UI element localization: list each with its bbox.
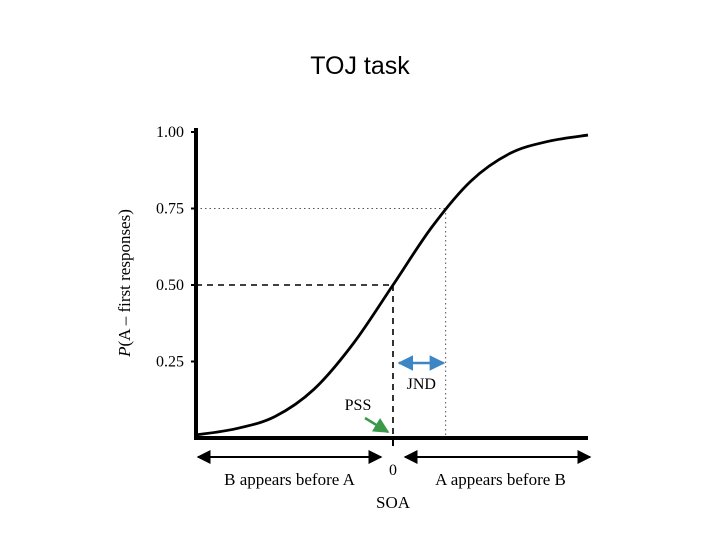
y-ticks: 0.25 0.50 0.75 1.00 <box>156 124 196 371</box>
x-axis-label: SOA <box>376 493 411 512</box>
y-axis-label-italic: P <box>115 347 134 358</box>
left-range-label: B appears before A <box>224 470 355 489</box>
y-axis-label-rest: (A – first responses) <box>115 209 134 346</box>
jnd-label: JND <box>407 376 436 393</box>
slide-title: TOJ task <box>310 52 410 80</box>
y-tick-label: 0.75 <box>156 201 184 218</box>
pss-arrow <box>364 416 390 434</box>
y-tick-label: 1.00 <box>156 124 184 141</box>
y-tick-label: 0.25 <box>156 354 184 371</box>
psychometric-curve <box>195 133 589 437</box>
y-tick-label: 0.50 <box>156 277 184 294</box>
x-ticks: 0 <box>389 438 397 479</box>
x-tick-label: 0 <box>389 462 397 479</box>
pss-label: PSS <box>345 397 372 414</box>
y-axis-label: P(A – first responses) <box>115 209 134 358</box>
right-range-label: A appears before B <box>435 470 566 489</box>
